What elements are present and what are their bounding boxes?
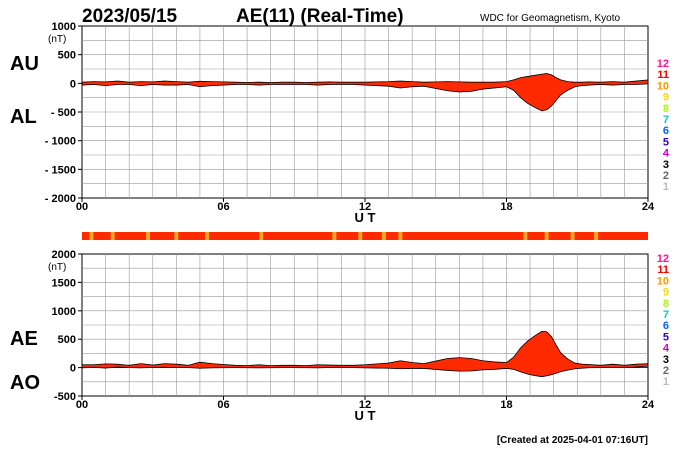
ae-ao-y-tick-label: -500: [54, 391, 76, 403]
scale-legend-entry: 4: [663, 343, 670, 355]
scale-legend-entry: 11: [657, 264, 669, 276]
station-strip-bar: [82, 232, 648, 240]
scale-legend-entry: 6: [663, 125, 669, 137]
ae-ao-area: [81, 330, 649, 378]
scale-legend-entry: 10: [657, 80, 669, 92]
station-strip-segment: [594, 232, 599, 240]
ae-series-label: AE: [10, 328, 38, 350]
ae-ao-x-label: U T: [355, 408, 376, 423]
source-label: WDC for Geomagnetism, Kyoto: [480, 13, 620, 24]
scale-legend-entry: 12: [657, 253, 669, 265]
al-series-label: AL: [10, 106, 37, 128]
ae-ao-y-tick-label: 1500: [52, 277, 76, 289]
scale-legend-entry: 6: [663, 320, 669, 332]
station-strip-segment: [332, 232, 337, 240]
station-strip-segment: [381, 232, 386, 240]
scale-legend-entry: 8: [663, 103, 669, 115]
au-al-y-tick-label: - 1000: [45, 136, 76, 148]
scale-legend-entry: 12: [657, 58, 669, 70]
station-strip-segment: [544, 232, 549, 240]
au-al-y-tick-label: - 2000: [45, 193, 76, 205]
scale-legend-entry: 9: [663, 287, 669, 299]
scale-legend-entry: 5: [663, 331, 669, 343]
ae-ao-x-tick-label: 00: [76, 399, 88, 411]
au-al-y-unit: (nT): [48, 34, 66, 45]
scale-legend-entry: 11: [657, 69, 669, 81]
au-al-y-tick-label: - 1500: [45, 164, 76, 176]
au-al-area: [81, 73, 649, 112]
station-strip-segment: [259, 232, 264, 240]
ae-ao-y-tick-label: 2000: [52, 249, 76, 261]
au-al-x-tick-label: 18: [500, 201, 512, 213]
created-timestamp: [Created at 2025-04-01 07:16UT]: [497, 435, 648, 446]
station-strip-segment: [174, 232, 179, 240]
scale-legend-entry: 4: [663, 148, 670, 160]
station-strip-segment: [146, 232, 151, 240]
scale-legend-entry: 1: [663, 181, 669, 193]
au-al-panel: 1000 500 0 - 500 - 1000 - 1500 - 2000 00 06 12 18…: [10, 21, 655, 225]
date-label: 2023/05/15: [82, 6, 178, 27]
ae-ao-y-unit: (nT): [48, 262, 66, 273]
scale-legend-entry: 1: [663, 376, 669, 388]
scale-legend-entry: 2: [663, 170, 669, 182]
station-strip-segment: [89, 232, 94, 240]
station-strip-segment: [523, 232, 528, 240]
scale-legend-entry: 2: [663, 365, 669, 377]
station-strip-segment: [358, 232, 363, 240]
ao-series-label: AO: [10, 372, 40, 394]
station-strip-segment: [570, 232, 575, 240]
au-al-y-tick-label: 0: [70, 78, 76, 90]
scale-legend-entry: 7: [663, 309, 669, 321]
au-series-label: AU: [10, 53, 39, 75]
ae-ao-y-tick-label: 500: [58, 334, 76, 346]
ae-ao-y-tick-label: 0: [70, 363, 76, 375]
ae-ao-x-tick-label: 24: [642, 399, 655, 411]
au-al-x-tick-label: 00: [76, 201, 88, 213]
au-al-y-tick-label: 500: [58, 50, 76, 62]
station-strip-segment: [204, 232, 209, 240]
scale-legend-entry: 7: [663, 114, 669, 126]
scale-legend-entry: 8: [663, 298, 669, 310]
scale-legend-entry: 3: [663, 354, 669, 366]
ae-ao-x-tick-label: 18: [500, 399, 512, 411]
scale-legend-entry: 3: [663, 159, 669, 171]
scale-legend-entry: 10: [657, 275, 669, 287]
chart-title: AE(11) (Real-Time): [236, 6, 404, 27]
au-al-y-tick-label: - 500: [51, 107, 76, 119]
au-al-x-label: U T: [355, 210, 376, 225]
ae-ao-y-tick-label: 1000: [52, 306, 76, 318]
scale-legend-entry: 5: [663, 136, 669, 148]
station-strip-segment: [110, 232, 115, 240]
au-al-x-tick-label: 24: [642, 201, 655, 213]
station-strip: [82, 232, 648, 240]
station-strip-segment: [398, 232, 403, 240]
au-al-y-tick-label: 1000: [52, 21, 76, 33]
ae-ao-panel: 2000 1500 1000 500 0 -500 00 06 12 18 24 (nT) U T…: [10, 249, 655, 423]
au-al-x-tick-label: 06: [217, 201, 229, 213]
ae-ao-x-tick-label: 12: [359, 399, 371, 411]
au-al-x-tick-label: 12: [359, 201, 371, 213]
scale-legend-entry: 9: [663, 92, 669, 104]
ae-ao-x-tick-label: 06: [217, 399, 229, 411]
